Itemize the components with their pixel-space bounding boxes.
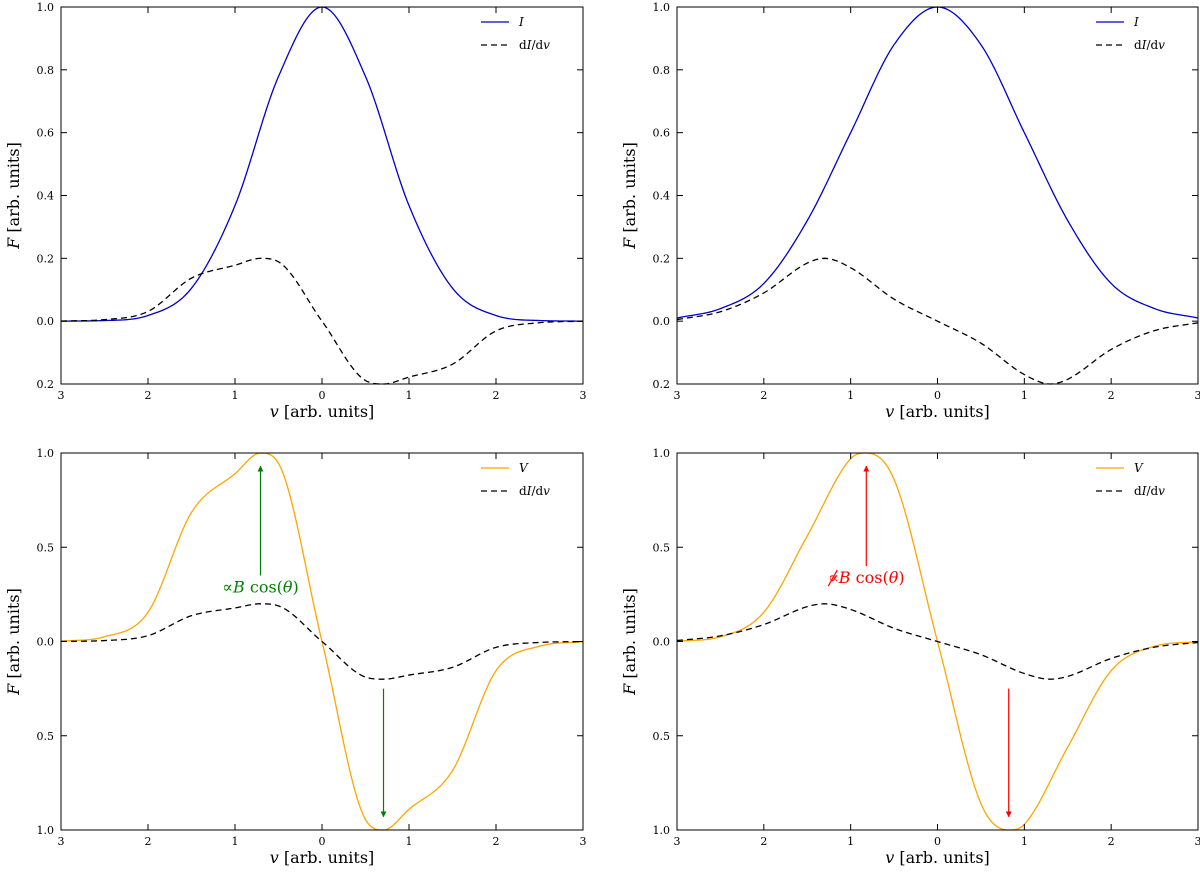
legend: IdI/dv: [1096, 15, 1165, 52]
x-tick-label: 2: [1108, 835, 1115, 848]
x-axis-label: v [arb. units]: [885, 402, 990, 421]
x-axis-label: v [arb. units]: [885, 848, 990, 867]
chart-panel-top-right: 3 2 1 0 1 2 30.20.00.20.40.60.81.0v [arb. unit…: [620, 1, 1200, 421]
legend-label: V: [519, 461, 529, 475]
y-tick-label: 1.0: [37, 824, 55, 837]
legend-label: V: [1134, 461, 1144, 475]
y-tick-label: 1.0: [37, 1, 55, 14]
series-line-dIdv: [60, 603, 584, 680]
y-tick-label: 0.4: [653, 190, 671, 203]
axes-frame: [676, 6, 1199, 385]
y-tick-label: 0.0: [653, 636, 671, 649]
y-tick-label: 0.2: [653, 252, 671, 265]
data-point: [538, 641, 540, 643]
y-axis-label: F [arb. units]: [4, 142, 23, 250]
x-tick-label: 1: [232, 835, 239, 848]
x-tick-label: 0: [934, 389, 941, 402]
legend-label: dI/dv: [1134, 38, 1165, 52]
x-tick-label: 1: [406, 835, 413, 848]
y-tick-label: 0.2: [37, 378, 55, 391]
x-axis-label: v [arb. units]: [270, 848, 375, 867]
y-tick-label: 0.2: [37, 252, 55, 265]
x-tick-label: 1: [1021, 389, 1028, 402]
x-axis-label: v [arb. units]: [270, 402, 375, 421]
y-tick-label: 0.4: [37, 190, 55, 203]
legend-label: dI/dv: [1134, 484, 1165, 498]
x-tick-label: 1: [847, 835, 854, 848]
y-axis-label: F [arb. units]: [620, 142, 639, 250]
data-point: [763, 623, 765, 625]
x-tick-label: 3: [1195, 389, 1200, 402]
annotation-label: ∝B cos(θ): [222, 578, 299, 597]
legend-label: dI/dv: [519, 484, 550, 498]
y-tick-label: 1.0: [653, 1, 671, 14]
x-tick-label: 2: [1108, 389, 1115, 402]
x-tick-label: 3: [674, 389, 681, 402]
legend: VdI/dv: [481, 461, 550, 498]
data-point: [980, 653, 982, 655]
series-line-I: [676, 6, 1199, 319]
y-axis-label: F [arb. units]: [4, 588, 23, 696]
y-tick-label: 0.0: [653, 315, 671, 328]
x-tick-label: 1: [1021, 835, 1028, 848]
x-tick-label: 2: [760, 389, 767, 402]
y-axis-label: F [arb. units]: [620, 588, 639, 696]
x-tick-label: 2: [493, 389, 500, 402]
series-line-dIdv: [676, 257, 1199, 385]
y-tick-label: 0.6: [37, 127, 55, 140]
x-tick-label: 2: [145, 835, 152, 848]
y-tick-label: 0.8: [37, 64, 55, 77]
negation-slash: [827, 569, 838, 587]
y-tick-label: 0.5: [653, 730, 671, 743]
data-point: [234, 264, 236, 266]
y-tick-label: 1.0: [653, 824, 671, 837]
legend-label: I: [1133, 15, 1139, 29]
x-tick-label: 1: [847, 389, 854, 402]
x-tick-label: 0: [934, 835, 941, 848]
series-line-I: [60, 6, 584, 322]
x-tick-label: 3: [1195, 835, 1200, 848]
x-tick-label: 2: [760, 835, 767, 848]
data-point: [147, 634, 149, 636]
y-tick-label: 0.5: [37, 730, 55, 743]
x-tick-label: 2: [493, 835, 500, 848]
x-tick-label: 3: [674, 835, 681, 848]
x-tick-label: 1: [406, 389, 413, 402]
y-tick-label: 0.5: [653, 541, 671, 554]
y-tick-label: 1.0: [37, 447, 55, 460]
annotation-label: ∝B cos(θ): [828, 568, 905, 587]
data-point: [893, 627, 895, 629]
y-tick-label: 0.0: [37, 315, 55, 328]
data-point: [321, 320, 323, 322]
legend-label: I: [518, 15, 524, 29]
x-tick-label: 3: [58, 835, 65, 848]
legend-label: dI/dv: [519, 38, 550, 52]
data-point: [147, 310, 149, 312]
y-tick-label: 0.2: [653, 378, 671, 391]
x-tick-label: 0: [319, 835, 326, 848]
y-tick-label: 0.0: [37, 636, 55, 649]
axes-frame: [60, 6, 584, 385]
chart-panel-bottom-left: ∝B cos(θ)3 2 1 0 1 2 31.00.50.00.51.0v [arb. u…: [4, 447, 587, 867]
x-tick-label: 3: [58, 389, 65, 402]
legend: IdI/dv: [481, 15, 550, 52]
y-tick-label: 0.8: [653, 64, 671, 77]
chart-panel-top-left: 3 2 1 0 1 2 30.20.00.20.40.60.81.0v [arb. unit…: [4, 1, 587, 421]
y-tick-label: 0.6: [653, 127, 671, 140]
x-tick-label: 1: [232, 389, 239, 402]
y-tick-label: 1.0: [653, 447, 671, 460]
series-line-dIdv: [60, 257, 584, 385]
series-line-dIdv: [676, 603, 1199, 680]
x-tick-label: 2: [145, 389, 152, 402]
x-tick-label: 0: [319, 389, 326, 402]
x-tick-label: 3: [580, 389, 587, 402]
data-point: [495, 330, 497, 332]
legend: VdI/dv: [1096, 461, 1165, 498]
y-tick-label: 0.5: [37, 541, 55, 554]
x-tick-label: 3: [580, 835, 587, 848]
